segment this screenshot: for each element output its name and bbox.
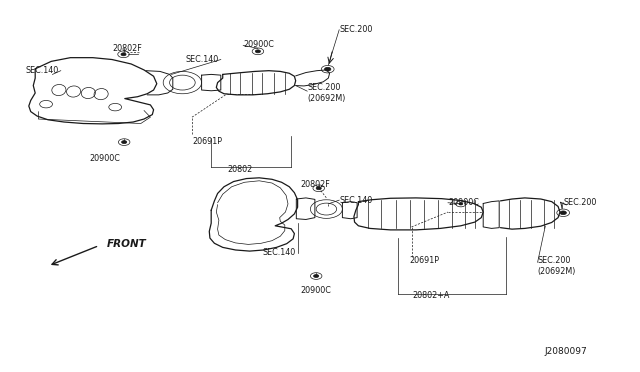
- Text: SEC.140: SEC.140: [339, 196, 372, 205]
- Circle shape: [316, 187, 321, 190]
- Text: SEC.140: SEC.140: [262, 248, 296, 257]
- Text: SEC.200
(20692M): SEC.200 (20692M): [307, 83, 346, 103]
- Text: 20691P: 20691P: [410, 256, 440, 265]
- Circle shape: [314, 275, 319, 278]
- Text: 20802: 20802: [227, 165, 252, 174]
- Circle shape: [459, 203, 463, 205]
- Circle shape: [255, 50, 260, 53]
- Text: 20900C: 20900C: [243, 40, 274, 49]
- Text: FRONT: FRONT: [107, 239, 147, 248]
- Text: 20900C: 20900C: [301, 286, 332, 295]
- Text: 20691P: 20691P: [192, 137, 222, 146]
- Text: J2080097: J2080097: [544, 347, 587, 356]
- Text: 20802+A: 20802+A: [413, 291, 450, 300]
- Text: SEC.140: SEC.140: [186, 55, 219, 64]
- Circle shape: [122, 141, 127, 144]
- Circle shape: [324, 67, 331, 71]
- Circle shape: [560, 211, 566, 215]
- Text: SEC.200: SEC.200: [339, 25, 372, 34]
- Circle shape: [121, 53, 126, 56]
- Text: SEC.200
(20692M): SEC.200 (20692M): [538, 256, 576, 276]
- Text: 20802F: 20802F: [301, 180, 330, 189]
- Text: 20900C: 20900C: [90, 154, 120, 163]
- Text: SEC.200: SEC.200: [563, 198, 596, 207]
- Text: 20900C: 20900C: [448, 198, 479, 207]
- Text: 20802F: 20802F: [112, 44, 141, 53]
- Text: SEC.140: SEC.140: [26, 66, 59, 75]
